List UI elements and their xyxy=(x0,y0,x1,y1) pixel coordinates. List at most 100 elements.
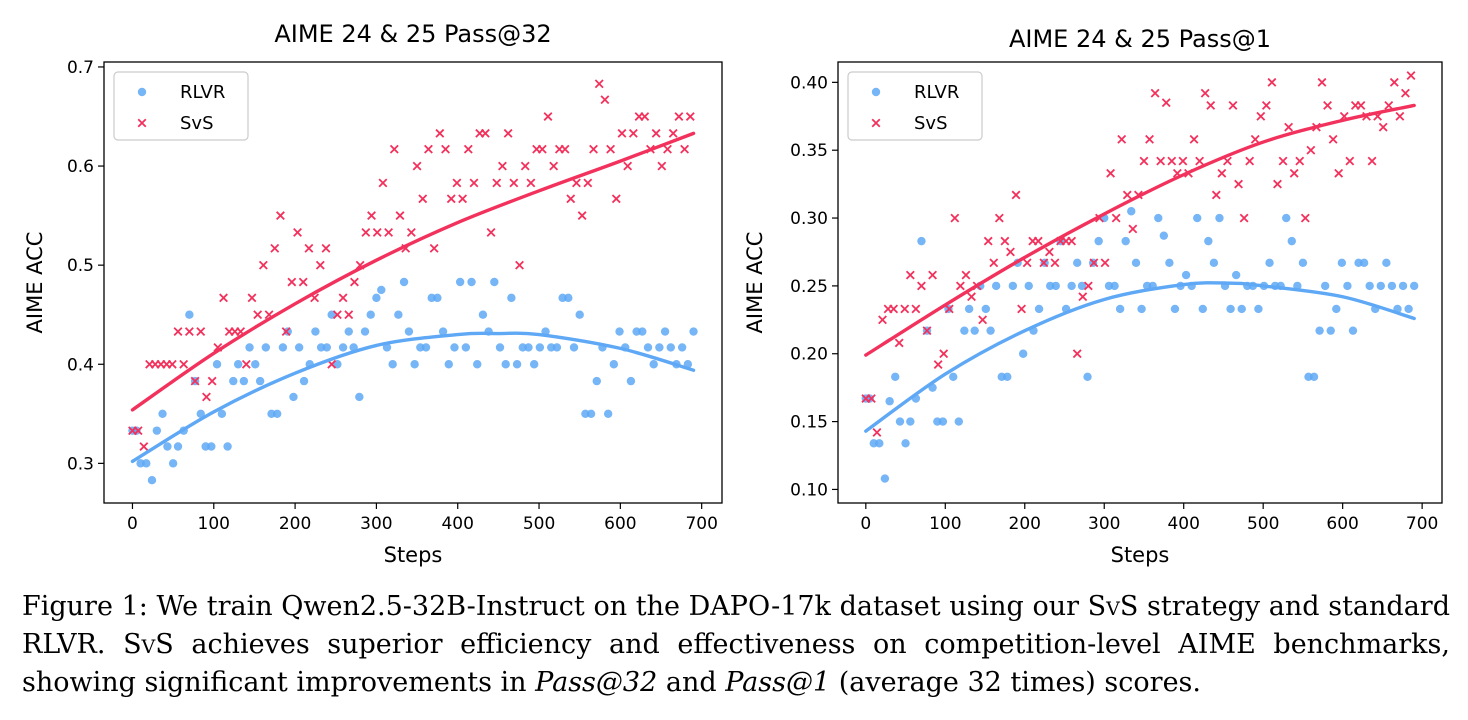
y-tick-label: 0.40 xyxy=(790,73,828,93)
data-point-svs xyxy=(293,228,302,237)
data-point-svs xyxy=(928,270,938,280)
data-point-svs xyxy=(543,112,553,121)
data-point-rlvr xyxy=(1073,258,1082,268)
data-point-svs xyxy=(1072,349,1082,359)
data-point-svs xyxy=(1250,134,1260,144)
data-point-rlvr xyxy=(372,293,381,303)
data-point-rlvr xyxy=(586,409,596,419)
data-point-rlvr xyxy=(245,343,254,352)
data-point-rlvr xyxy=(689,327,698,336)
data-point-svs xyxy=(338,293,348,303)
data-point-rlvr xyxy=(603,409,613,419)
data-point-rlvr xyxy=(1315,326,1324,335)
data-point-svs xyxy=(139,442,149,451)
data-point-rlvr xyxy=(609,360,619,369)
data-point-svs xyxy=(389,144,399,154)
data-point-svs xyxy=(663,144,672,154)
x-tick-label: 100 xyxy=(198,514,230,534)
data-point-svs xyxy=(515,260,524,270)
data-point-svs xyxy=(1117,134,1127,144)
data-point-svs xyxy=(1145,134,1154,144)
data-point-svs xyxy=(378,178,388,188)
data-point-rlvr xyxy=(1215,213,1224,223)
data-point-rlvr xyxy=(880,474,890,483)
data-point-rlvr xyxy=(1181,270,1191,280)
x-tick-label: 400 xyxy=(441,514,473,534)
data-point-rlvr xyxy=(207,442,216,451)
data-point-rlvr xyxy=(552,343,562,352)
data-point-svs xyxy=(184,327,194,336)
data-point-rlvr xyxy=(529,360,539,369)
x-tick-label: 400 xyxy=(1167,514,1199,534)
data-point-svs xyxy=(1306,145,1316,155)
data-point-rlvr xyxy=(649,360,658,369)
data-point-svs xyxy=(674,112,684,121)
data-point-svs xyxy=(1395,111,1405,121)
data-point-rlvr xyxy=(938,417,948,426)
data-point-svs xyxy=(202,392,211,402)
data-point-rlvr xyxy=(949,372,958,382)
data-point-rlvr xyxy=(366,310,375,319)
data-point-rlvr xyxy=(1382,258,1391,268)
data-point-svs xyxy=(276,211,285,221)
data-point-svs xyxy=(1067,236,1077,246)
data-point-rlvr xyxy=(158,409,167,419)
data-point-svs xyxy=(939,349,949,359)
series-svs xyxy=(128,79,695,451)
trend-line-svs xyxy=(864,103,1416,357)
data-point-svs xyxy=(270,243,280,253)
data-point-svs xyxy=(1017,304,1027,314)
data-point-svs xyxy=(1367,156,1377,166)
x-tick-label: 600 xyxy=(1326,514,1358,534)
data-point-svs xyxy=(989,258,999,268)
data-point-svs xyxy=(961,270,971,280)
data-point-rlvr xyxy=(1343,281,1352,291)
chart-title: AIME 24 & 25 Pass@32 xyxy=(274,20,551,48)
x-tick-label: 700 xyxy=(685,514,717,534)
data-point-svs xyxy=(967,292,976,302)
data-point-svs xyxy=(1295,156,1305,166)
data-point-svs xyxy=(384,228,394,237)
data-point-rlvr xyxy=(196,409,205,419)
data-point-rlvr xyxy=(1024,281,1033,291)
data-point-rlvr xyxy=(1237,304,1246,314)
data-point-svs xyxy=(1401,88,1410,98)
figure: AIME 24 & 25 Pass@32 0 100 200 300 400 500 600 7… xyxy=(23,20,1443,567)
data-point-rlvr xyxy=(1198,304,1207,314)
data-point-rlvr xyxy=(895,417,905,426)
x-tick-label: 700 xyxy=(1406,514,1438,534)
data-point-svs xyxy=(1278,156,1288,166)
data-point-svs xyxy=(549,161,559,171)
data-point-svs xyxy=(1211,190,1221,200)
y-tick-label: 0.7 xyxy=(67,58,94,78)
data-point-rlvr xyxy=(152,426,162,435)
data-point-rlvr xyxy=(901,439,910,448)
data-point-rlvr xyxy=(327,310,336,319)
data-point-svs xyxy=(1139,156,1149,166)
data-point-rlvr xyxy=(535,343,545,352)
data-point-svs xyxy=(1100,258,1110,268)
caption-lead: Figure 1: We train Qwen2.5-32B-Instruct … xyxy=(22,591,1088,622)
data-point-svs xyxy=(583,178,593,188)
data-point-rlvr xyxy=(1077,281,1087,291)
legend-label-rlvr: RLVR xyxy=(180,82,225,103)
y-tick-label: 0.30 xyxy=(790,209,828,229)
data-point-rlvr xyxy=(964,304,974,314)
data-point-rlvr xyxy=(1359,258,1369,268)
data-point-svs xyxy=(1011,190,1021,200)
data-point-svs xyxy=(537,144,547,154)
data-point-rlvr xyxy=(885,397,894,406)
data-point-rlvr xyxy=(1326,326,1335,335)
data-point-svs xyxy=(1044,247,1054,257)
data-point-svs xyxy=(1022,258,1032,268)
data-point-rlvr xyxy=(917,236,926,246)
data-point-svs xyxy=(1128,224,1138,234)
data-point-svs xyxy=(1089,258,1099,268)
data-point-svs xyxy=(258,260,268,270)
x-tick-label: 0 xyxy=(127,514,138,534)
data-point-svs xyxy=(179,359,189,369)
data-point-rlvr xyxy=(311,327,320,336)
data-point-rlvr xyxy=(569,343,579,352)
data-point-svs xyxy=(1000,236,1010,246)
data-point-svs xyxy=(446,194,456,204)
